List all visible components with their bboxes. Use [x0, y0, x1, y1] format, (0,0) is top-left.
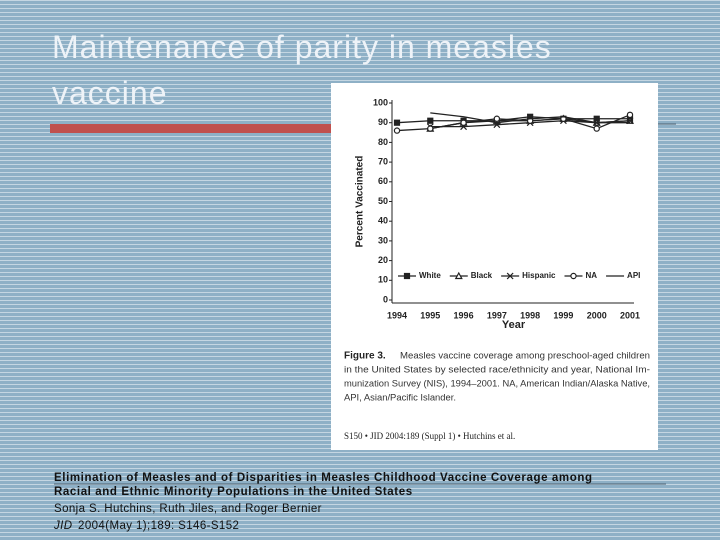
x-tick-label: 1997 [487, 310, 507, 320]
citation-title: Elimination of Measles and of Disparitie… [54, 472, 593, 484]
x-tick-label: 1994 [387, 310, 407, 320]
series-line [396, 114, 631, 132]
y-axis-label: Percent Vaccinated [355, 156, 366, 248]
point [626, 111, 634, 119]
y-tick-label: 30 [378, 235, 388, 245]
point [393, 119, 401, 126]
point [506, 272, 514, 280]
point [460, 119, 467, 126]
figure-label: Figure 3. [344, 351, 386, 362]
legend-label: White [419, 271, 441, 280]
point [493, 115, 501, 122]
title-bar [50, 124, 340, 133]
legend-label: Black [471, 271, 493, 280]
x-axis-label: Year [502, 319, 526, 331]
point [393, 127, 401, 134]
y-tick-label: 100 [373, 97, 388, 107]
citation-authors: Sonja S. Hutchins, Ruth Jiles, and Roger… [54, 503, 322, 515]
citation-journal: JID [53, 520, 72, 532]
citation-details: 2004(May 1);189: S146-S152 [74, 520, 239, 532]
y-tick-label: 80 [378, 137, 388, 147]
x-tick-label: 2000 [587, 310, 607, 320]
legend-label: Hispanic [522, 271, 556, 280]
figure-image [331, 83, 658, 450]
y-tick-label: 50 [378, 196, 388, 206]
figure-caption: Measles vaccine coverage among preschool… [400, 350, 650, 360]
x-tick-label: 1995 [420, 310, 440, 320]
point [593, 125, 600, 132]
y-tick-label: 10 [378, 275, 388, 285]
running-head: S150 • JID 2004:189 (Suppl 1) • Hutchins… [344, 431, 515, 441]
figure-caption: API, Asian/Pacific Islander. [344, 392, 456, 402]
citation-title: Racial and Ethnic Minority Populations i… [54, 486, 413, 498]
title-line: Maintenance of parity in measles [52, 29, 552, 65]
x-tick-label: 1998 [520, 310, 540, 320]
y-tick-label: 0 [383, 294, 388, 304]
legend-label: API [627, 271, 640, 280]
x-tick-label: 2001 [620, 310, 640, 320]
point [454, 271, 463, 280]
x-tick-label: 1996 [454, 310, 474, 320]
x-tick-label: 1999 [553, 310, 573, 320]
point [427, 125, 434, 132]
y-tick-label: 20 [378, 255, 388, 265]
y-tick-label: 70 [378, 156, 388, 166]
series-line [396, 116, 630, 124]
point [427, 117, 434, 124]
y-tick-label: 90 [378, 117, 388, 127]
point [570, 272, 577, 280]
slide-title: Maintenance of parity in measles vaccine [52, 29, 552, 111]
figure-caption: munization Survey (NIS), 1994–2001. NA, … [344, 378, 650, 388]
figure-caption: in the United States by selected race/et… [344, 364, 650, 374]
y-tick-label: 60 [378, 176, 388, 186]
title-line: vaccine [52, 75, 168, 111]
y-tick-label: 40 [378, 216, 388, 226]
legend-label: NA [585, 271, 597, 280]
series-line [430, 112, 630, 124]
point [403, 272, 411, 280]
